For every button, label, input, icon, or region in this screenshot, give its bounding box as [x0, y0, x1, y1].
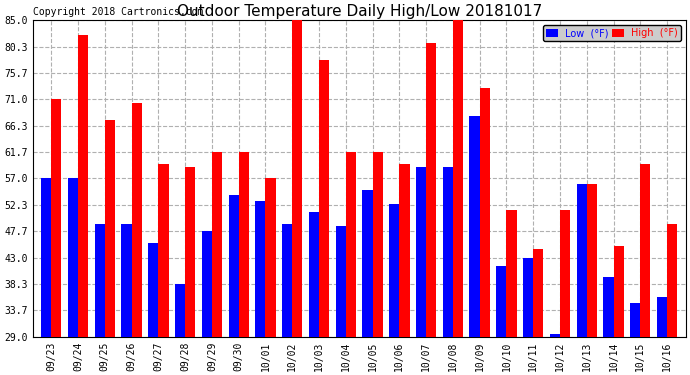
Bar: [51, 99, 61, 337]
Bar: [443, 167, 453, 337]
Bar: [496, 266, 506, 337]
Bar: [560, 210, 570, 337]
Bar: [228, 195, 239, 337]
Bar: [533, 249, 544, 337]
Bar: [630, 303, 640, 337]
Bar: [586, 184, 597, 337]
Bar: [523, 258, 533, 337]
Bar: [309, 212, 319, 337]
Bar: [667, 224, 678, 337]
Bar: [95, 224, 105, 337]
Bar: [175, 284, 185, 337]
Bar: [148, 243, 159, 337]
Bar: [185, 167, 195, 337]
Bar: [266, 178, 275, 337]
Bar: [159, 164, 168, 337]
Bar: [613, 246, 624, 337]
Bar: [319, 60, 329, 337]
Bar: [201, 231, 212, 337]
Bar: [577, 184, 586, 337]
Bar: [255, 201, 266, 337]
Bar: [453, 20, 463, 337]
Bar: [239, 152, 249, 337]
Bar: [78, 35, 88, 337]
Bar: [282, 224, 293, 337]
Bar: [416, 167, 426, 337]
Bar: [105, 120, 115, 337]
Bar: [41, 178, 51, 337]
Bar: [335, 226, 346, 337]
Bar: [426, 43, 436, 337]
Bar: [657, 297, 667, 337]
Bar: [603, 277, 613, 337]
Bar: [293, 20, 302, 337]
Text: Copyright 2018 Cartronics.com: Copyright 2018 Cartronics.com: [32, 7, 203, 17]
Legend: Low  (°F), High  (°F): Low (°F), High (°F): [543, 25, 681, 41]
Bar: [212, 152, 222, 337]
Bar: [121, 224, 132, 337]
Bar: [400, 164, 410, 337]
Bar: [640, 164, 651, 337]
Bar: [132, 104, 141, 337]
Bar: [68, 178, 78, 337]
Title: Outdoor Temperature Daily High/Low 20181017: Outdoor Temperature Daily High/Low 20181…: [177, 4, 542, 19]
Bar: [550, 334, 560, 337]
Bar: [346, 152, 356, 337]
Bar: [469, 116, 480, 337]
Bar: [373, 152, 383, 337]
Bar: [480, 88, 490, 337]
Bar: [362, 190, 373, 337]
Bar: [506, 210, 517, 337]
Bar: [389, 204, 400, 337]
